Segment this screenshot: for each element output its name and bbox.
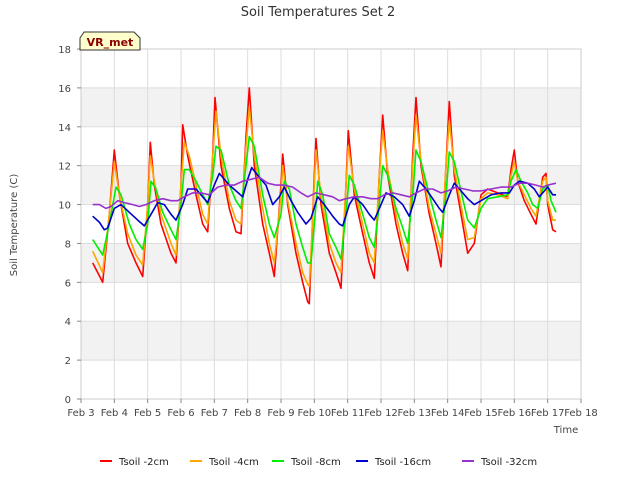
series-line-2 [91,106,556,287]
x-axis-ticks: Feb 3 Feb 4 Feb 5 Feb 6 Feb 7 Feb 8 Feb 9 Feb 1… [67,399,598,419]
x-tick-label: Feb 13 [398,408,432,419]
x-tick-label: Feb 14 [431,408,465,419]
x-tick-label: Feb 17 [531,408,565,419]
plot-area-border [80,48,582,400]
plot-bands [81,87,581,361]
legend-label-4: Tsoil -16cm [374,457,431,468]
x-tick-label: Feb 10 [298,408,332,419]
x-tick-label: Feb 3 [67,408,94,419]
station-badge: VR_met [79,31,141,51]
x-tick-label: Feb 4 [101,408,128,419]
station-badge-shape [79,31,141,51]
y-axis-ticks: 0 2 4 6 8 10 12 14 16 18 [58,45,81,406]
y-tick-label: 0 [65,395,71,406]
y-tick-label: 8 [65,239,71,250]
chart-title: Soil Temperatures Set 2 [241,5,396,20]
legend: Tsoil -2cm Tsoil -4cm Tsoil -8cm Tsoil -16c… [100,457,537,468]
x-tick-label: Feb 7 [201,408,228,419]
x-axis-title: Time [553,425,578,436]
plot-band [81,321,581,361]
y-tick-label: 10 [58,201,71,212]
x-tick-label: Feb 5 [134,408,161,419]
station-badge-label: VR_met [87,36,134,49]
x-tick-label: Feb 11 [331,408,365,419]
series-line-4 [92,166,556,231]
legend-label-5: Tsoil -32cm [480,457,537,468]
x-tick-label: Feb 12 [364,408,398,419]
x-tick-label: Feb 15 [464,408,498,419]
x-tick-label: Feb 18 [564,408,598,419]
series-line-5 [92,176,557,210]
plot-band [81,87,581,127]
y-tick-label: 4 [65,317,71,328]
y-tick-label: 18 [58,45,71,56]
x-tick-label: Feb 9 [267,408,294,419]
plot-band [81,165,581,205]
legend-label-2: Tsoil -4cm [208,457,259,468]
series-layer [91,87,557,305]
y-axis-title: Soil Temperature (C) [9,174,20,277]
y-tick-label: 16 [58,84,71,95]
y-tick-label: 2 [65,356,71,367]
x-tick-label: Feb 16 [498,408,532,419]
legend-label-3: Tsoil -8cm [290,457,341,468]
legend-label-1: Tsoil -2cm [118,457,169,468]
x-tick-label: Feb 8 [234,408,261,419]
y-tick-label: 6 [65,278,71,289]
y-tick-label: 14 [58,123,71,134]
y-tick-label: 12 [58,162,71,173]
x-tick-label: Feb 6 [167,408,194,419]
